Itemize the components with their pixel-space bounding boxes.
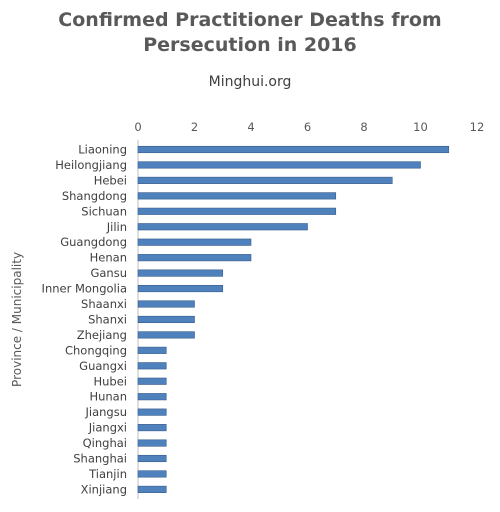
category-label: Jiangsu bbox=[84, 405, 127, 419]
category-label: Heilongjiang bbox=[55, 158, 127, 172]
category-label: Shaanxi bbox=[81, 297, 127, 311]
bar bbox=[137, 439, 167, 447]
bar bbox=[137, 207, 337, 215]
category-label: Chongqing bbox=[65, 343, 127, 357]
chart-title: Confirmed Practitioner Deaths from Perse… bbox=[58, 9, 442, 56]
category-label: Hubei bbox=[93, 374, 127, 388]
bar bbox=[137, 424, 167, 432]
category-label: Henan bbox=[90, 251, 127, 265]
category-label: Shanxi bbox=[88, 312, 127, 326]
category-label: Guangdong bbox=[60, 235, 127, 249]
category-label: Hebei bbox=[94, 173, 127, 187]
category-label: Jiangxi bbox=[88, 421, 127, 435]
bar bbox=[137, 238, 252, 246]
category-label: Liaoning bbox=[78, 143, 127, 157]
bar bbox=[137, 145, 450, 154]
bar bbox=[137, 269, 224, 277]
category-label: Zhejiang bbox=[77, 328, 127, 342]
category-label: Hunan bbox=[89, 390, 127, 404]
bar bbox=[137, 393, 167, 401]
bar bbox=[137, 284, 224, 293]
x-tick-label: 10 bbox=[413, 120, 428, 134]
bar bbox=[137, 377, 167, 385]
bar bbox=[137, 254, 252, 262]
y-axis-title: Province / Municipality bbox=[10, 252, 24, 387]
bar bbox=[137, 346, 167, 354]
chart-subtitle: Minghui.org bbox=[208, 74, 292, 90]
bar bbox=[137, 223, 308, 231]
category-label: Guangxi bbox=[79, 359, 127, 373]
bar bbox=[137, 315, 195, 324]
x-tick-label: 0 bbox=[134, 120, 141, 134]
category-label: Xinjiang bbox=[81, 482, 127, 496]
bar bbox=[137, 362, 167, 370]
x-tick-label: 2 bbox=[191, 120, 198, 134]
category-label: Qinghai bbox=[83, 436, 127, 450]
category-label: Shangdong bbox=[62, 189, 127, 203]
category-label: Jilin bbox=[106, 220, 127, 234]
category-label: Shanghai bbox=[73, 452, 127, 466]
bar bbox=[137, 408, 167, 416]
x-tick-label: 8 bbox=[360, 120, 367, 134]
bar bbox=[137, 454, 167, 463]
x-tick-label: 12 bbox=[470, 120, 485, 134]
x-tick-label: 6 bbox=[304, 120, 311, 134]
bar bbox=[137, 485, 167, 493]
category-label: Inner Mongolia bbox=[42, 282, 127, 296]
category-label: Sichuan bbox=[81, 204, 127, 218]
bar bbox=[137, 470, 167, 478]
category-label: Gansu bbox=[90, 266, 127, 280]
x-tick-label: 4 bbox=[247, 120, 254, 134]
bar bbox=[137, 192, 337, 200]
bar bbox=[137, 331, 195, 339]
category-label: Tianjin bbox=[88, 467, 127, 481]
bar bbox=[137, 300, 195, 308]
bar bbox=[137, 176, 393, 184]
bar bbox=[137, 161, 421, 169]
